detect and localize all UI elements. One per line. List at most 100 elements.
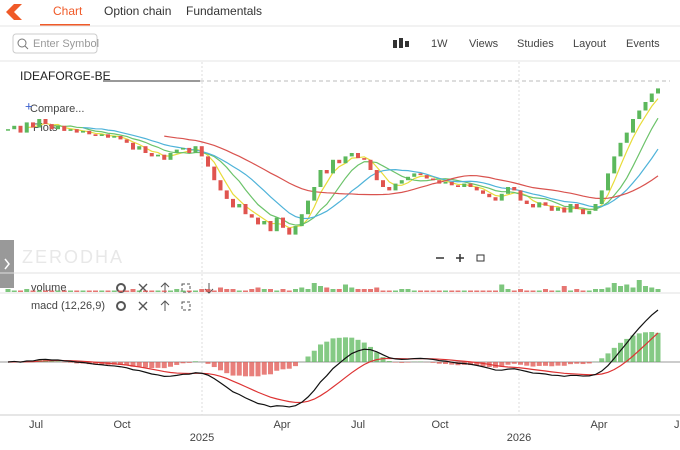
macd-histogram bbox=[518, 362, 523, 365]
volume-bar bbox=[118, 290, 123, 292]
macd-histogram bbox=[118, 362, 123, 365]
x-tick-label: Apr bbox=[590, 419, 607, 431]
candle-icon bbox=[405, 41, 409, 47]
candle bbox=[37, 119, 42, 128]
candle bbox=[324, 170, 329, 174]
settings-icon[interactable] bbox=[116, 301, 126, 311]
volume-bar bbox=[5, 289, 11, 292]
candle-icon bbox=[393, 40, 397, 48]
expand-icon[interactable] bbox=[181, 283, 191, 293]
macd-histogram bbox=[330, 338, 336, 362]
candle bbox=[68, 129, 73, 131]
volume-bar bbox=[530, 290, 536, 292]
volume-bar bbox=[124, 290, 130, 292]
volume-bar bbox=[536, 290, 542, 292]
tab-option-chain[interactable]: Option chain bbox=[104, 4, 171, 18]
candle bbox=[287, 227, 292, 235]
interval-menu[interactable]: 1W bbox=[431, 38, 448, 50]
move-up-icon[interactable] bbox=[160, 300, 170, 311]
volume-bar bbox=[599, 289, 605, 292]
volume-bar bbox=[218, 287, 223, 292]
candle bbox=[374, 170, 379, 181]
tab-fundamentals[interactable]: Fundamentals bbox=[186, 4, 262, 18]
macd-histogram bbox=[580, 362, 586, 365]
volume-bar bbox=[24, 289, 30, 292]
volume-bar bbox=[480, 290, 486, 292]
candle bbox=[393, 183, 398, 191]
macd-histogram bbox=[511, 362, 517, 364]
moving-average bbox=[51, 117, 659, 226]
macd-histogram bbox=[574, 362, 580, 364]
search-box[interactable] bbox=[12, 33, 98, 54]
volume-bar bbox=[274, 290, 280, 292]
macd-histogram bbox=[243, 362, 248, 377]
macd-histogram bbox=[124, 362, 130, 366]
x-tick-label: Ju bbox=[674, 419, 680, 431]
logo[interactable] bbox=[6, 4, 22, 20]
candle bbox=[299, 214, 304, 227]
volume-bar bbox=[186, 290, 192, 292]
volume-bar bbox=[174, 289, 180, 292]
volume-bar bbox=[280, 289, 286, 292]
candle bbox=[612, 156, 617, 174]
tab-chart[interactable]: Chart bbox=[53, 4, 83, 18]
candle bbox=[624, 132, 629, 143]
compare-button[interactable]: Compare... bbox=[30, 103, 84, 115]
macd-histogram bbox=[630, 335, 636, 362]
volume-bar bbox=[268, 289, 273, 292]
volume-bar bbox=[211, 290, 217, 292]
candle bbox=[649, 93, 654, 102]
volume-bar bbox=[49, 290, 55, 292]
macd-histogram bbox=[480, 362, 486, 367]
volume-bar bbox=[418, 290, 423, 292]
volume-bar bbox=[461, 290, 467, 292]
volume-bar bbox=[555, 290, 561, 292]
side-panel-toggle[interactable] bbox=[0, 240, 14, 288]
candle bbox=[424, 175, 429, 179]
volume-bar bbox=[236, 290, 242, 292]
candle bbox=[31, 122, 35, 128]
macd-histogram bbox=[305, 356, 311, 362]
x-tick-label: Jul bbox=[351, 419, 365, 431]
volume-bar bbox=[293, 289, 298, 292]
candle bbox=[606, 173, 610, 191]
macd-histogram bbox=[449, 362, 455, 365]
volume-bar bbox=[199, 289, 205, 292]
macd-histogram bbox=[524, 362, 530, 366]
volume-bar bbox=[436, 290, 442, 292]
volume-bar bbox=[130, 289, 136, 292]
expand-icon[interactable] bbox=[181, 301, 191, 311]
volume-bar bbox=[611, 283, 617, 292]
events-menu[interactable]: Events bbox=[626, 38, 660, 50]
fullscreen[interactable] bbox=[476, 254, 485, 262]
views-menu[interactable]: Views bbox=[469, 38, 499, 50]
volume-bar bbox=[368, 289, 373, 292]
candle bbox=[506, 187, 510, 194]
macd-histogram bbox=[130, 362, 136, 367]
volume-bar bbox=[349, 287, 355, 292]
candle bbox=[568, 204, 573, 213]
candle bbox=[631, 119, 635, 133]
macd-histogram bbox=[136, 362, 142, 367]
volume-bar bbox=[299, 287, 305, 292]
volume-bar bbox=[636, 280, 642, 292]
close-icon[interactable] bbox=[138, 301, 148, 311]
candle bbox=[343, 156, 348, 164]
volume-bar bbox=[230, 289, 236, 292]
volume-bar bbox=[180, 290, 186, 292]
macd-histogram bbox=[74, 362, 80, 364]
volume-bar bbox=[568, 290, 573, 292]
volume-bar bbox=[136, 290, 142, 292]
search-placeholder[interactable]: Enter Symbol bbox=[33, 38, 99, 50]
candle bbox=[224, 190, 229, 199]
studies-menu[interactable]: Studies bbox=[517, 38, 554, 50]
macd-histogram bbox=[643, 332, 648, 362]
candle bbox=[381, 180, 385, 187]
search-icon bbox=[24, 45, 29, 50]
macd-histogram bbox=[161, 362, 167, 369]
macd-histogram bbox=[343, 337, 348, 362]
candle bbox=[218, 180, 223, 191]
volume-bar bbox=[149, 290, 155, 292]
layout-menu[interactable]: Layout bbox=[573, 38, 606, 50]
chart-type-button[interactable] bbox=[393, 38, 409, 48]
